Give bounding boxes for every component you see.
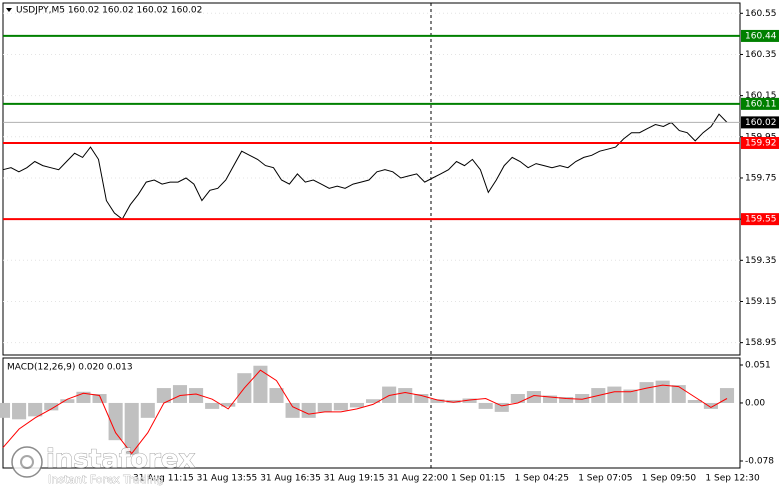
histogram-bar: [655, 380, 670, 403]
histogram-bar: [124, 402, 139, 456]
histogram-bar: [44, 402, 59, 411]
y-tick-label: 159.75: [745, 173, 777, 183]
histogram-bar: [76, 391, 91, 403]
x-tick-label: 31 Aug 22:00: [387, 474, 448, 484]
x-tick-label: 1 Sep 01:15: [451, 474, 505, 484]
chart-title: USDJPY,M5 160.02 160.02 160.02 160.02: [16, 6, 202, 16]
histogram-bar: [0, 402, 11, 418]
histogram-bar: [639, 382, 654, 403]
level-label: 159.92: [745, 138, 777, 148]
x-tick-label: 31 Aug 16:35: [260, 474, 321, 484]
y-tick-label: 160.55: [745, 9, 777, 19]
price-frame: [2, 2, 741, 356]
histogram-bar: [494, 402, 509, 412]
histogram-bar: [430, 399, 445, 403]
histogram-bar: [189, 388, 204, 403]
watermark-tagline: Instant Forex Trading: [48, 473, 164, 486]
macd-title: MACD(12,26,9) 0.020 0.013: [7, 363, 133, 373]
histogram-bar: [446, 399, 461, 403]
level-label: 159.55: [745, 215, 777, 225]
histogram-bar: [671, 385, 686, 403]
y-tick-label: 160.15: [745, 91, 777, 101]
histogram-bar: [60, 399, 75, 403]
histogram-bar: [317, 402, 332, 412]
histogram-bar: [301, 402, 316, 418]
y-tick-label: -0.078: [745, 457, 774, 467]
histogram-bar: [349, 402, 364, 408]
x-tick-label: 31 Aug 11:15: [133, 474, 194, 484]
histogram-bar: [510, 394, 525, 403]
histogram-bar: [172, 385, 188, 403]
histogram-bar: [719, 388, 735, 403]
histogram-bar: [575, 394, 590, 403]
level-label: 160.11: [745, 99, 777, 109]
histogram-bar: [607, 386, 622, 403]
histogram-bar: [28, 402, 43, 417]
histogram-bar: [221, 402, 236, 407]
level-box: [741, 136, 779, 149]
histogram-bar: [269, 388, 284, 403]
plot-layer: 160.55160.35160.15159.95159.75159.55159.…: [0, 9, 779, 484]
level-box: [741, 97, 779, 110]
y-tick-label: 159.35: [745, 256, 777, 266]
histogram-bar: [140, 402, 155, 418]
level-box: [741, 29, 779, 42]
menu-arrow: [6, 8, 12, 12]
histogram-bar: [285, 402, 300, 418]
histogram-bar: [687, 399, 702, 403]
histogram-bar: [333, 402, 348, 411]
histogram-bar: [398, 388, 413, 403]
logo-icon: [11, 446, 43, 478]
histogram-bar: [205, 402, 220, 409]
logo-icon-inner: [20, 455, 34, 469]
y-tick-label: 160.35: [745, 50, 777, 60]
histogram-bar: [623, 389, 638, 403]
level-label: 160.44: [745, 31, 777, 41]
y-tick-label: 159.15: [745, 297, 777, 307]
x-tick-label: 1 Sep 09:50: [642, 474, 697, 484]
last-price-label: 160.02: [745, 118, 777, 128]
histogram-bar: [462, 398, 477, 403]
signal-line: [2, 369, 728, 455]
histogram-bar: [526, 391, 541, 403]
y-tick-label: 0.051: [745, 360, 771, 370]
y-tick-label: 0.00: [745, 398, 765, 408]
watermark-brand: instaforex: [46, 445, 196, 475]
histogram-bar: [478, 402, 493, 409]
histogram-bar: [382, 386, 397, 403]
histogram-bar: [366, 399, 381, 403]
level-box: [741, 213, 779, 226]
x-tick-label: 31 Aug 13:55: [197, 474, 258, 484]
x-tick-label: 1 Sep 12:30: [705, 474, 760, 484]
histogram-bar: [108, 402, 123, 441]
watermark: instaforex Instant Forex Trading: [11, 444, 196, 486]
histogram-bar: [542, 395, 558, 403]
x-tick-label: 1 Sep 07:05: [578, 474, 632, 484]
y-tick-label: 158.95: [745, 338, 777, 348]
last-price-box: [741, 116, 779, 129]
histogram-bar: [92, 394, 107, 403]
x-tick-label: 31 Aug 19:15: [324, 474, 385, 484]
price-line: [2, 113, 728, 220]
histogram-bar: [253, 365, 268, 403]
histogram-bar: [703, 402, 718, 409]
histogram-bar: [156, 388, 171, 403]
histogram-bar: [559, 396, 574, 403]
x-tick-label: 1 Sep 04:25: [515, 474, 569, 484]
histogram-bar: [12, 402, 27, 420]
histogram-bar: [414, 394, 429, 403]
